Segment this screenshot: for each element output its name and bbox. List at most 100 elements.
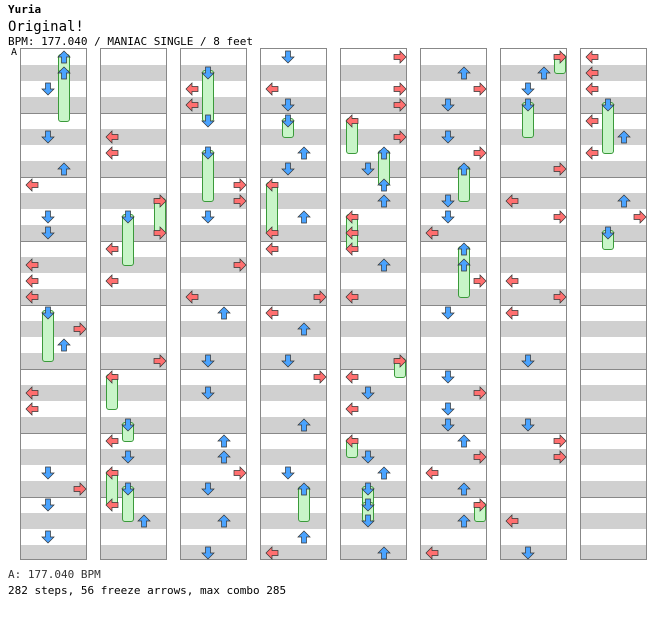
up-arrow-icon xyxy=(297,210,311,224)
down-arrow-icon xyxy=(521,546,535,560)
measure-line xyxy=(261,497,326,498)
up-arrow-icon xyxy=(217,514,231,528)
measure-line xyxy=(501,497,566,498)
measure-line xyxy=(421,241,486,242)
down-arrow-icon xyxy=(121,450,135,464)
up-arrow-icon xyxy=(457,162,471,176)
down-arrow-icon xyxy=(201,66,215,80)
right-arrow-icon xyxy=(473,498,487,512)
left-arrow-icon xyxy=(105,466,119,480)
down-arrow-icon xyxy=(521,82,535,96)
down-arrow-icon xyxy=(281,98,295,112)
measure-line xyxy=(501,177,566,178)
bpm-footer: A: 177.040 BPM xyxy=(8,568,101,581)
measure-line xyxy=(501,433,566,434)
down-arrow-icon xyxy=(281,466,295,480)
down-arrow-icon xyxy=(201,146,215,160)
measure-line xyxy=(261,433,326,434)
right-arrow-icon xyxy=(553,434,567,448)
down-arrow-icon xyxy=(441,402,455,416)
left-arrow-icon xyxy=(265,178,279,192)
chart-column xyxy=(260,48,327,560)
left-arrow-icon xyxy=(265,226,279,240)
right-arrow-icon xyxy=(233,258,247,272)
left-arrow-icon xyxy=(105,498,119,512)
measure-line xyxy=(341,305,406,306)
left-arrow-icon xyxy=(185,290,199,304)
left-arrow-icon xyxy=(345,402,359,416)
speed-marker: A xyxy=(11,47,18,58)
right-arrow-icon xyxy=(73,322,87,336)
up-arrow-icon xyxy=(377,178,391,192)
up-arrow-icon xyxy=(457,242,471,256)
measure-line xyxy=(101,369,166,370)
right-arrow-icon xyxy=(553,210,567,224)
right-arrow-icon xyxy=(393,98,407,112)
down-arrow-icon xyxy=(201,354,215,368)
down-arrow-icon xyxy=(361,450,375,464)
right-arrow-icon xyxy=(313,370,327,384)
down-arrow-icon xyxy=(441,306,455,320)
measure-line xyxy=(581,177,646,178)
measure-line xyxy=(181,497,246,498)
up-arrow-icon xyxy=(297,418,311,432)
left-arrow-icon xyxy=(345,242,359,256)
down-arrow-icon xyxy=(41,530,55,544)
left-arrow-icon xyxy=(105,130,119,144)
measure-line xyxy=(341,433,406,434)
measure-line xyxy=(21,305,86,306)
measure-line xyxy=(101,177,166,178)
up-arrow-icon xyxy=(297,530,311,544)
measure-line xyxy=(501,305,566,306)
up-arrow-icon xyxy=(457,482,471,496)
measure-line xyxy=(581,305,646,306)
measure-line xyxy=(261,241,326,242)
song-title: Original! xyxy=(8,19,84,35)
up-arrow-icon xyxy=(617,130,631,144)
left-arrow-icon xyxy=(425,226,439,240)
measure-line xyxy=(261,369,326,370)
down-arrow-icon xyxy=(281,354,295,368)
up-arrow-icon xyxy=(617,194,631,208)
down-arrow-icon xyxy=(601,98,615,112)
left-arrow-icon xyxy=(505,194,519,208)
left-arrow-icon xyxy=(25,274,39,288)
down-arrow-icon xyxy=(281,50,295,64)
measure-line xyxy=(101,305,166,306)
down-arrow-icon xyxy=(41,306,55,320)
measure-line xyxy=(181,433,246,434)
left-arrow-icon xyxy=(25,402,39,416)
right-arrow-icon xyxy=(153,354,167,368)
left-arrow-icon xyxy=(585,82,599,96)
right-arrow-icon xyxy=(553,290,567,304)
left-arrow-icon xyxy=(265,546,279,560)
right-arrow-icon xyxy=(233,194,247,208)
right-arrow-icon xyxy=(313,290,327,304)
left-arrow-icon xyxy=(505,274,519,288)
right-arrow-icon xyxy=(393,130,407,144)
down-arrow-icon xyxy=(41,82,55,96)
measure-line xyxy=(261,177,326,178)
left-arrow-icon xyxy=(345,434,359,448)
down-arrow-icon xyxy=(601,226,615,240)
down-arrow-icon xyxy=(361,498,375,512)
down-arrow-icon xyxy=(41,226,55,240)
left-arrow-icon xyxy=(105,274,119,288)
left-arrow-icon xyxy=(105,370,119,384)
up-arrow-icon xyxy=(457,258,471,272)
measure-line xyxy=(501,241,566,242)
measure-line xyxy=(181,241,246,242)
left-arrow-icon xyxy=(345,114,359,128)
right-arrow-icon xyxy=(393,354,407,368)
measure-line xyxy=(421,369,486,370)
left-arrow-icon xyxy=(265,306,279,320)
left-arrow-icon xyxy=(105,242,119,256)
measure-line xyxy=(261,113,326,114)
up-arrow-icon xyxy=(217,434,231,448)
up-arrow-icon xyxy=(297,322,311,336)
chart-column xyxy=(20,48,87,560)
up-arrow-icon xyxy=(57,66,71,80)
measure-line xyxy=(181,369,246,370)
down-arrow-icon xyxy=(521,98,535,112)
measure-line xyxy=(341,241,406,242)
